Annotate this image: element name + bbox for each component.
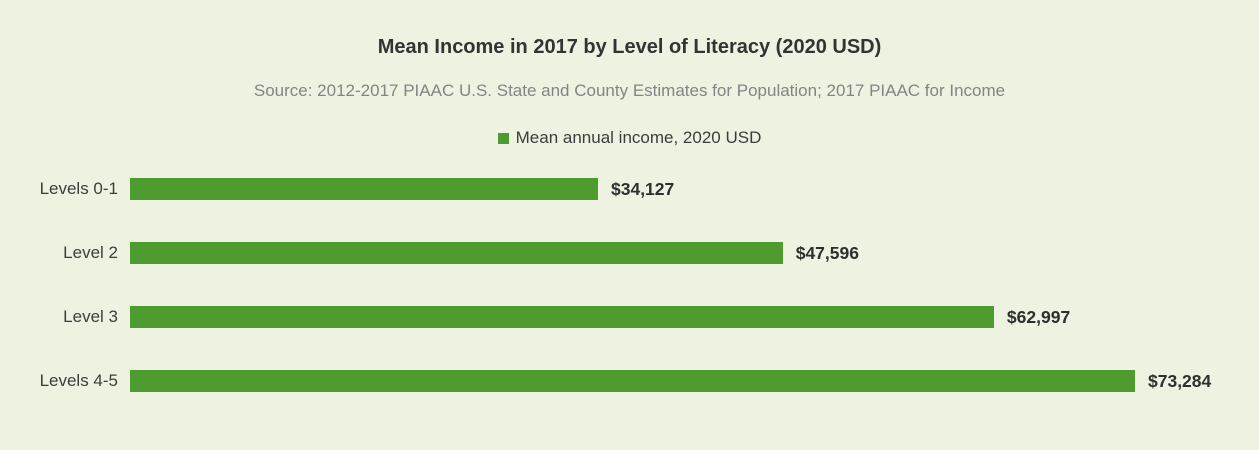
chart-source: Source: 2012-2017 PIAAC U.S. State and C… [253,81,1006,100]
bar [130,178,598,200]
category-label: Levels 4-5 [39,371,118,390]
bar [130,370,1135,392]
category-label: Level 2 [63,243,118,262]
chart-title: Mean Income in 2017 by Level of Literacy… [377,36,882,58]
value-label: $62,997 [1006,306,1071,327]
bar-row: Levels 0-1 $34,127 [0,157,1259,221]
bar-row: Level 2 $47,596 [0,221,1259,285]
category-label: Levels 0-1 [39,179,118,198]
bar-row: Levels 4-5 $73,284 [0,349,1259,413]
bar [130,306,994,328]
category-label: Level 3 [63,307,118,326]
bar-row: Level 3 $62,997 [0,285,1259,349]
bar-track: $62,997 [130,306,1135,328]
value-label: $47,596 [795,242,859,263]
bar-track: $47,596 [130,242,1135,264]
bar [130,242,783,264]
plot-area: Levels 0-1 $34,127 Level 2 $47,596 Level 3 $6… [0,157,1259,413]
bar-track: $73,284 [130,370,1211,392]
legend-swatch-icon [497,132,509,144]
value-label: $34,127 [611,178,675,199]
bar-track: $34,127 [130,178,1135,200]
value-label: $73,284 [1148,370,1212,391]
legend-label: Mean annual income, 2020 USD [515,128,762,147]
legend: Mean annual income, 2020 USD [0,128,1259,148]
